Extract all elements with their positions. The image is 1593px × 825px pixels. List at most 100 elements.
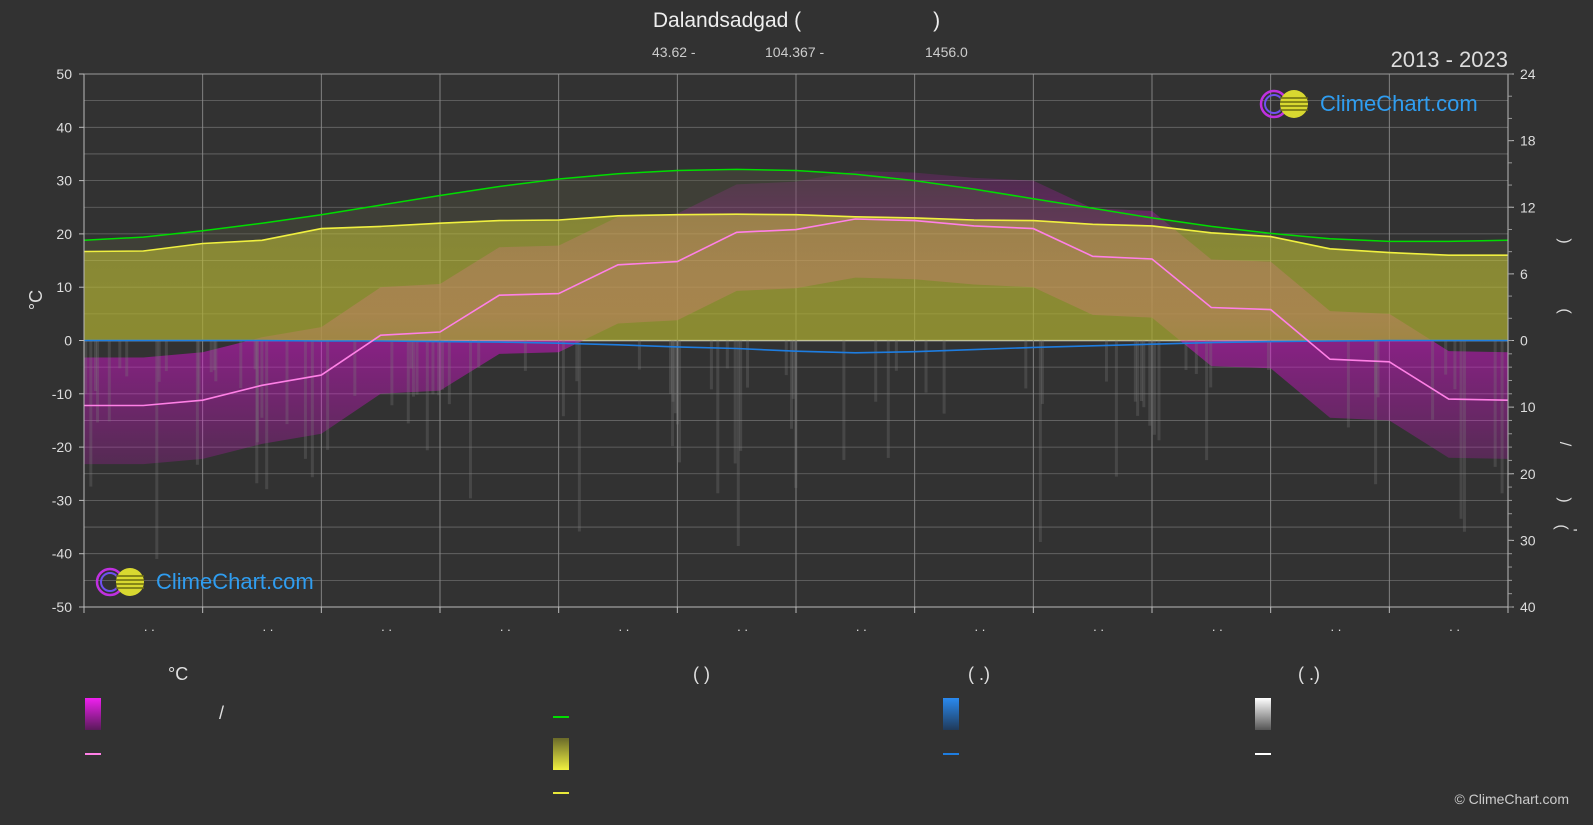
precipitation-bar — [1500, 340, 1504, 494]
precipitation-bar — [411, 340, 415, 397]
precipitation-bar — [431, 340, 435, 395]
precipitation-bar — [1148, 340, 1152, 426]
x-tick-label: . . — [975, 619, 986, 634]
precipitation-bar — [260, 340, 264, 418]
precipitation-bar — [157, 340, 161, 382]
climechart-logo-icon — [1259, 89, 1308, 119]
daylight-line — [84, 168, 1508, 243]
x-tick-label: . . — [1212, 619, 1223, 634]
precipitation-bar — [265, 340, 269, 490]
y-tick-label-left: 0 — [64, 333, 72, 349]
precipitation-bar — [197, 340, 201, 394]
precipitation-bar — [1376, 340, 1380, 398]
precipitation-bar — [255, 340, 259, 484]
precipitation-bar — [214, 340, 218, 382]
precipitation-bar — [1040, 340, 1044, 404]
precipitation-bar — [669, 340, 673, 394]
precipitation-bar — [1374, 340, 1378, 394]
precipitation-bar — [716, 340, 720, 494]
precipitation-bar — [1038, 340, 1042, 542]
precipitation-bar — [425, 340, 429, 451]
y-axis-label-right-part: ( — [1553, 524, 1570, 530]
precipitation-bar — [1493, 340, 1497, 467]
precipitation-bar — [523, 340, 527, 371]
y-tick-label-left: 40 — [56, 119, 72, 135]
legend-temperature-range-swatch — [85, 698, 101, 730]
precipitation-bar — [303, 340, 307, 459]
precipitation-bar — [89, 340, 93, 487]
precipitation-bar — [125, 340, 129, 377]
precipitation-bar — [212, 340, 216, 371]
precipitation-bar — [736, 340, 740, 546]
precipitation-bar — [1114, 340, 1118, 477]
precipitation-bar — [437, 340, 441, 396]
x-tick-label: . . — [737, 619, 748, 634]
x-tick-label: . . — [263, 619, 274, 634]
y-tick-label-left: -40 — [52, 546, 72, 562]
precipitation-bar — [894, 340, 898, 371]
precipitation-bar — [209, 340, 213, 373]
precipitation-bar — [84, 340, 88, 395]
precipitation-bar — [93, 340, 97, 392]
precipitation-bar — [1209, 340, 1213, 388]
y-tick-label-right-bottom: 30 — [1520, 532, 1536, 548]
precipitation-bar — [406, 340, 410, 424]
precipitation-bar — [477, 340, 481, 368]
precipitation-bar — [1184, 340, 1188, 371]
legend-rain-header: ( .) — [968, 664, 990, 684]
precipitation-bar — [118, 340, 122, 369]
precipitation-bar — [409, 340, 413, 369]
precipitation-bar — [886, 340, 890, 458]
y-tick-label-right-top: 0 — [1520, 333, 1528, 349]
precipitation-bar — [842, 340, 846, 460]
precipitation-bar — [789, 340, 793, 429]
sunshine-mean-line — [84, 213, 1508, 256]
precipitation-bar — [468, 340, 472, 499]
precipitation-bar — [1431, 340, 1435, 420]
y-tick-label-right-bottom: 20 — [1520, 466, 1536, 482]
y-tick-label-right-bottom: 10 — [1520, 399, 1536, 415]
precipitation-bar — [195, 340, 199, 465]
precipitation-bar — [733, 340, 737, 464]
legend-temperature-slash: / — [219, 703, 225, 723]
y-tick-label-left: -20 — [52, 439, 72, 455]
precipitation-bar — [677, 340, 681, 463]
y-tick-label-right-bottom: 40 — [1520, 599, 1536, 615]
logo-text: ClimeChart.com — [156, 569, 314, 594]
precipitation-bar — [709, 340, 713, 390]
logo-bottom: ClimeChart.com — [94, 566, 314, 598]
copyright: © ClimeChart.com — [1454, 791, 1569, 807]
precipitation-bar — [874, 340, 878, 402]
precipitation-bar — [673, 340, 677, 414]
climechart-logo-icon — [95, 567, 144, 597]
y-tick-label-left: -50 — [52, 599, 72, 615]
precipitation-bar — [924, 340, 928, 393]
precipitation-bar — [1157, 340, 1161, 441]
legend-rain-swatch — [943, 698, 959, 730]
precipitation-bar — [1194, 340, 1198, 374]
climate-chart: 50 40 30 20 10 0 -10 -20 -30 -40 -50 °C 24 18 12 6 0 10 20… — [26, 66, 1579, 634]
temperature-mean-line — [84, 218, 1508, 407]
precipitation-bar — [390, 340, 394, 406]
precipitation-bar — [415, 340, 419, 395]
y-axis-label-right-part: ( — [1556, 308, 1573, 314]
precipitation-bar — [155, 340, 159, 559]
logo-text: ClimeChart.com — [1320, 91, 1478, 116]
precipitation-bar — [1459, 340, 1463, 519]
precipitation-bar — [675, 340, 679, 425]
y-tick-label-left: 20 — [56, 226, 72, 242]
y-tick-label-left: 50 — [56, 66, 72, 82]
precipitation-bar — [255, 340, 259, 443]
precipitation-bar — [326, 340, 330, 450]
precipitation-bar — [637, 340, 641, 370]
elevation-label: 1456.0 — [925, 44, 968, 60]
precipitation-bar — [253, 340, 257, 370]
legend-snow-header: ( .) — [1298, 664, 1320, 684]
sunshine-area — [84, 214, 1508, 341]
x-tick-label: . . — [619, 619, 630, 634]
x-tick-label: . . — [1331, 619, 1342, 634]
x-tick-label: . . — [500, 619, 511, 634]
daylight-area — [84, 169, 1508, 256]
y-tick-label-left: 10 — [56, 279, 72, 295]
y-tick-label-right-top: 18 — [1520, 133, 1536, 149]
